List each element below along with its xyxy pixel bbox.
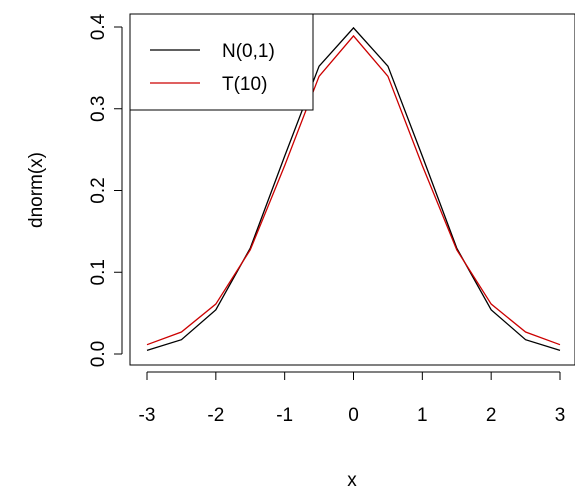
y-tick-label: 0.4 xyxy=(88,13,109,40)
legend-label: N(0,1) xyxy=(222,41,275,62)
y-tick-label: 0.1 xyxy=(88,259,109,285)
x-tick-label: -1 xyxy=(276,405,293,426)
x-tick-label: -3 xyxy=(139,405,156,426)
x-tick-label: 3 xyxy=(555,405,566,426)
legend-label: T(10) xyxy=(222,74,267,95)
y-tick-label: 0.3 xyxy=(88,96,109,122)
y-axis: 0.0 0.1 0.2 0.3 0.4 xyxy=(88,13,123,367)
x-tick-label: 1 xyxy=(417,405,428,426)
x-tick-label: 0 xyxy=(348,405,359,426)
series-line-t10 xyxy=(146,34,561,346)
y-axis-title: dnorm(x) xyxy=(26,152,47,228)
y-tick-label: 0.2 xyxy=(88,177,109,203)
x-tick-label: 2 xyxy=(486,405,497,426)
series-line-normal xyxy=(146,26,561,352)
series-layer xyxy=(146,26,561,352)
legend: N(0,1) T(10) xyxy=(129,13,314,111)
x-tick-label: -2 xyxy=(207,405,224,426)
legend-box xyxy=(129,13,314,111)
x-axis: -3 -2 -1 0 1 2 3 xyxy=(139,371,566,426)
x-axis-title: x xyxy=(347,470,357,491)
plot-box xyxy=(129,13,575,366)
y-tick-label: 0.0 xyxy=(88,341,109,367)
